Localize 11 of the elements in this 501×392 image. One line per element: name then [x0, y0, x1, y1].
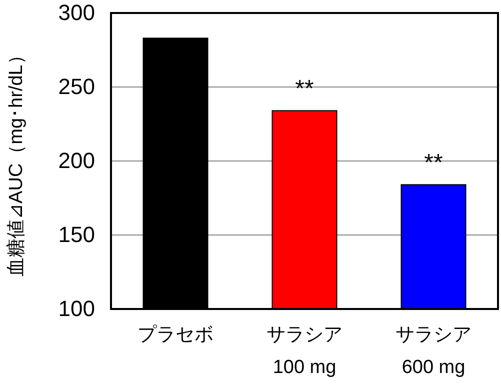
y-tick-label: 200 — [58, 148, 95, 174]
annotation: ** — [295, 76, 314, 103]
y-tick-label: 150 — [58, 222, 95, 248]
x-tick-label: プラセボ — [138, 324, 214, 346]
y-tick-label: 300 — [58, 0, 95, 26]
y-axis-title: 血糖値⊿AUC（mg･hr/dL） — [6, 46, 27, 276]
y-tick-label: 250 — [58, 74, 95, 100]
annotation: ** — [424, 150, 443, 177]
y-tick-label: 100 — [58, 296, 95, 322]
x-tick-label: サラシア 100 mg — [266, 324, 342, 378]
x-tick-label: サラシア 600 mg — [396, 324, 472, 378]
